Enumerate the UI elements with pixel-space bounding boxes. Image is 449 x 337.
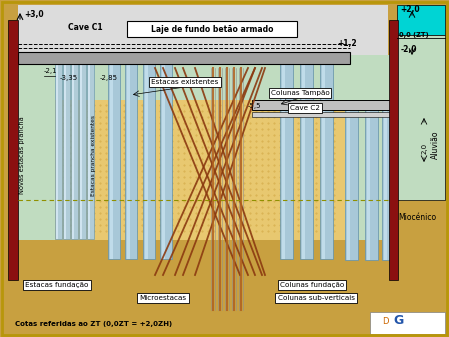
Bar xyxy=(322,64,325,259)
Bar xyxy=(55,64,62,239)
Text: -2,0: -2,0 xyxy=(401,45,418,54)
Bar xyxy=(365,100,378,260)
Bar xyxy=(320,64,333,259)
Text: Microestacas: Microestacas xyxy=(140,295,187,301)
Text: Miocénico: Miocénico xyxy=(398,213,436,222)
Bar xyxy=(160,64,172,259)
Bar xyxy=(110,64,113,259)
Text: Cotas referidas ao ZT (0,0ZT = +2,0ZH): Cotas referidas ao ZT (0,0ZT = +2,0ZH) xyxy=(15,321,172,327)
Bar xyxy=(71,64,78,239)
Bar xyxy=(282,64,285,259)
Text: Colunas fundação: Colunas fundação xyxy=(280,282,344,288)
Bar xyxy=(18,5,388,55)
Bar xyxy=(367,100,370,260)
Text: Colunas Tampão: Colunas Tampão xyxy=(271,90,330,96)
Bar xyxy=(280,64,293,259)
Bar xyxy=(345,100,358,260)
Bar xyxy=(72,64,74,239)
Bar xyxy=(384,100,387,260)
Text: Cave C2: Cave C2 xyxy=(290,105,320,111)
Bar xyxy=(64,64,66,239)
Bar xyxy=(79,64,86,239)
Bar xyxy=(347,100,350,260)
Bar xyxy=(125,64,137,259)
Text: D: D xyxy=(382,317,388,326)
Text: Colunas sub-verticais: Colunas sub-verticais xyxy=(277,295,355,301)
Text: G: G xyxy=(393,314,403,327)
Bar xyxy=(55,100,345,240)
Bar xyxy=(162,64,165,259)
Bar xyxy=(80,64,82,239)
Bar xyxy=(252,100,390,110)
FancyBboxPatch shape xyxy=(127,21,297,37)
Bar xyxy=(143,64,155,259)
Bar xyxy=(18,52,350,64)
Bar xyxy=(18,55,390,240)
Text: -2,85: -2,85 xyxy=(100,75,118,81)
Bar xyxy=(8,20,18,280)
Bar xyxy=(370,312,445,334)
Bar xyxy=(382,100,395,260)
Text: 0,0 (ZT): 0,0 (ZT) xyxy=(399,32,429,38)
Bar xyxy=(88,64,90,239)
Bar xyxy=(87,64,94,239)
Text: -2,1: -2,1 xyxy=(44,68,57,74)
Text: Aluvião: Aluvião xyxy=(431,131,440,159)
Bar xyxy=(108,64,120,259)
Text: Novas estacas prancha: Novas estacas prancha xyxy=(19,116,25,194)
Text: Estacas existentes: Estacas existentes xyxy=(151,79,219,85)
Text: -3,35: -3,35 xyxy=(60,75,78,81)
Bar xyxy=(145,64,148,259)
Text: +3,0: +3,0 xyxy=(24,10,44,19)
Bar xyxy=(18,240,390,330)
Bar xyxy=(127,64,130,259)
Text: +2,0: +2,0 xyxy=(400,5,420,14)
Text: Laje de fundo betão armado: Laje de fundo betão armado xyxy=(151,25,273,33)
Text: -5,5: -5,5 xyxy=(248,103,261,109)
Text: Estacas prancha existentes: Estacas prancha existentes xyxy=(91,115,96,195)
Bar xyxy=(56,64,58,239)
Bar xyxy=(300,64,313,259)
Bar xyxy=(252,112,390,117)
Bar xyxy=(397,35,445,200)
Text: +1,2: +1,2 xyxy=(337,39,357,48)
Bar xyxy=(302,64,305,259)
Text: Estacas fundação: Estacas fundação xyxy=(25,282,89,288)
Text: 2,0: 2,0 xyxy=(422,143,428,154)
Bar xyxy=(63,64,70,239)
Text: Cave C1: Cave C1 xyxy=(68,24,103,32)
Bar xyxy=(389,20,398,280)
Bar xyxy=(397,5,445,35)
